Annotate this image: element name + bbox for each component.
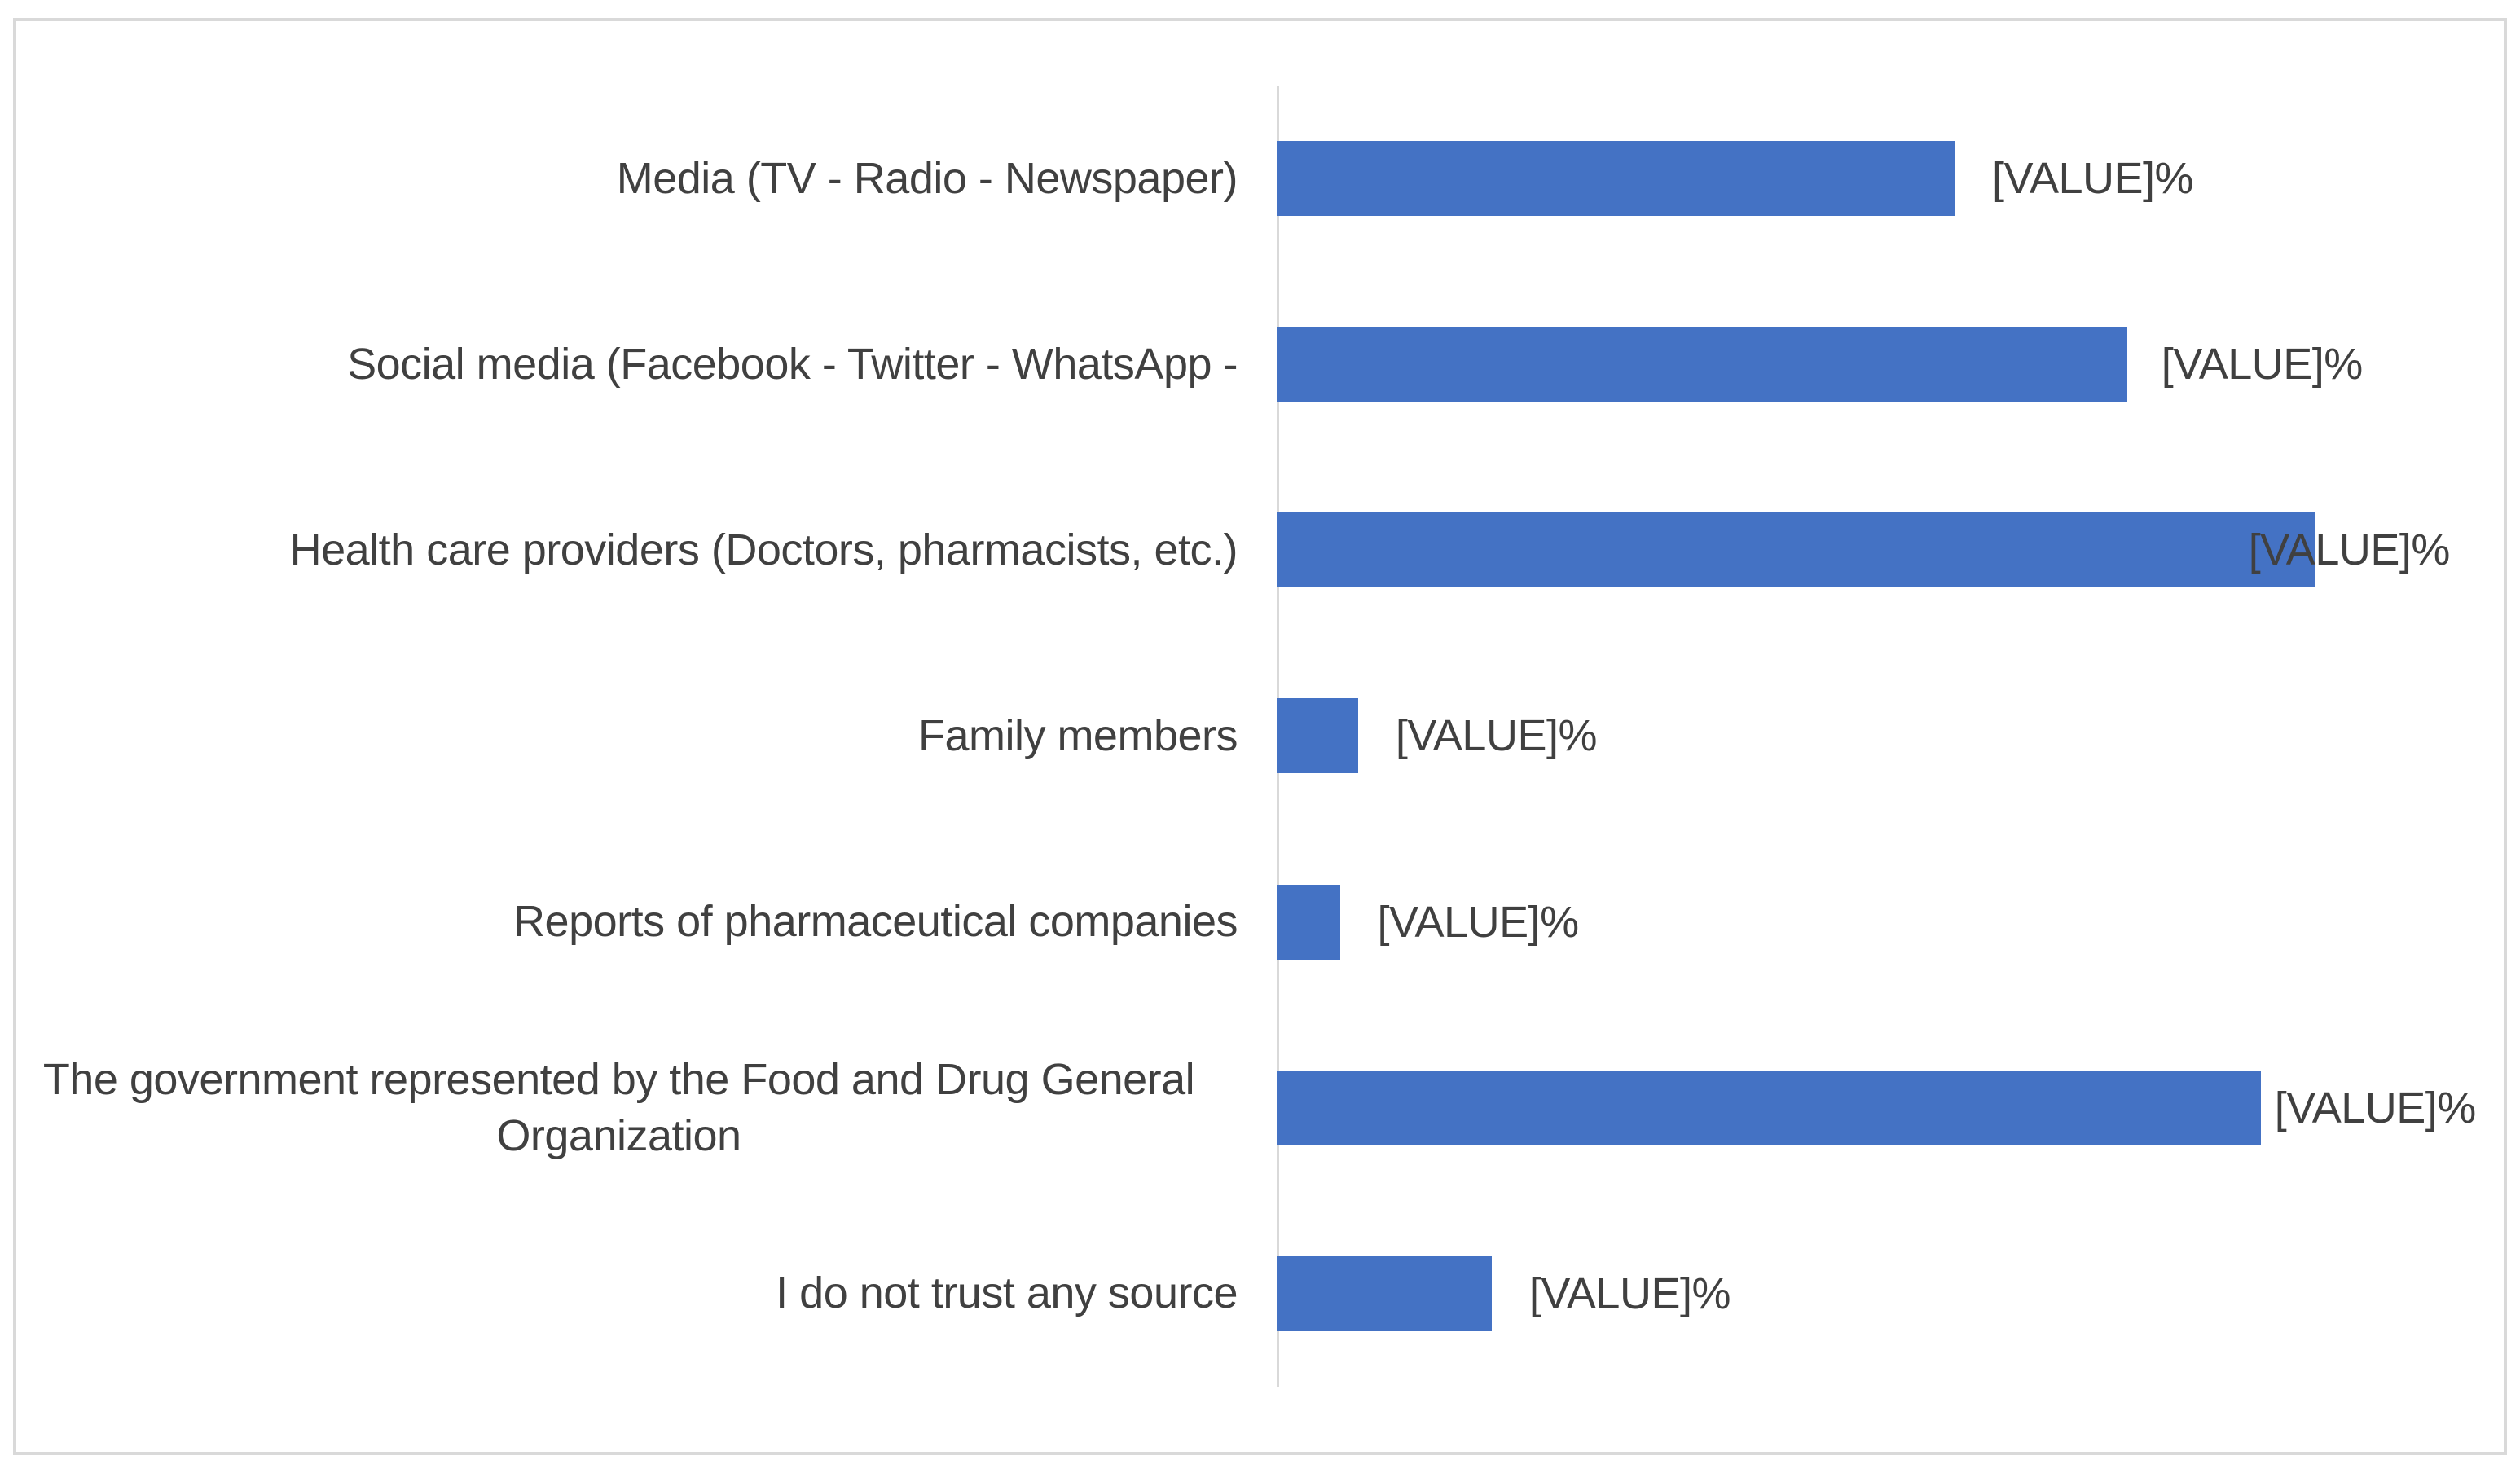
- data-bar[interactable]: [1277, 698, 1358, 774]
- plot-area-row: [VALUE]%: [1277, 1201, 2491, 1387]
- category-label-cell: Reports of pharmaceutical companies: [0, 894, 1277, 950]
- category-label: Health care providers (Doctors, pharmaci…: [289, 525, 1238, 574]
- value-label: [VALUE]%: [2248, 525, 2451, 575]
- plot-area-row: [VALUE]%: [1277, 271, 2491, 457]
- category-label-cell: Social media (Facebook - Twitter - Whats…: [0, 336, 1277, 393]
- plot-area-row: [VALUE]%: [1277, 86, 2491, 271]
- data-bar[interactable]: [1277, 1070, 2261, 1145]
- category-label-cell: Family members: [0, 708, 1277, 764]
- category-label: Media (TV - Radio - Newspaper): [616, 153, 1238, 203]
- category-label-cell: I do not trust any source: [0, 1265, 1277, 1321]
- value-label: [VALUE]%: [1395, 711, 1598, 761]
- category-label: Family members: [917, 710, 1238, 760]
- category-label-cell: Health care providers (Doctors, pharmaci…: [0, 522, 1277, 578]
- data-bar[interactable]: [1277, 141, 1955, 217]
- category-label: The government represented by the Food a…: [42, 1054, 1195, 1160]
- data-bar[interactable]: [1277, 884, 1340, 960]
- value-label: [VALUE]%: [1377, 897, 1580, 947]
- data-bar[interactable]: [1277, 327, 2127, 402]
- data-bar[interactable]: [1277, 1255, 1492, 1331]
- chart-row: The government represented by the Food a…: [0, 1015, 2491, 1201]
- chart-row: Health care providers (Doctors, pharmaci…: [0, 457, 2491, 643]
- chart-row: Reports of pharmaceutical companies [VAL…: [0, 829, 2491, 1015]
- plot-area-row: [VALUE]%: [1277, 829, 2491, 1015]
- category-label-cell: The government represented by the Food a…: [0, 1052, 1277, 1164]
- category-label: I do not trust any source: [776, 1269, 1238, 1318]
- category-label-cell: Media (TV - Radio - Newspaper): [0, 151, 1277, 207]
- category-label: Reports of pharmaceutical companies: [513, 897, 1238, 947]
- bar-chart: Media (TV - Radio - Newspaper) [VALUE]% …: [0, 86, 2491, 1387]
- category-label: Social media (Facebook - Twitter - Whats…: [347, 339, 1238, 389]
- plot-area-row: [VALUE]%: [1277, 1015, 2491, 1201]
- data-bar[interactable]: [1277, 512, 2315, 588]
- plot-area-row: [VALUE]%: [1277, 643, 2491, 829]
- value-label: [VALUE]%: [1528, 1269, 1731, 1318]
- chart-row: Media (TV - Radio - Newspaper) [VALUE]%: [0, 86, 2491, 271]
- chart-row: Family members [VALUE]%: [0, 643, 2491, 829]
- value-label: [VALUE]%: [2161, 340, 2364, 389]
- value-label: [VALUE]%: [2274, 1083, 2477, 1132]
- chart-row: I do not trust any source [VALUE]%: [0, 1201, 2491, 1387]
- plot-area-row: [VALUE]%: [1277, 457, 2491, 643]
- chart-frame-border: [13, 18, 2507, 1455]
- value-label: [VALUE]%: [1991, 154, 2194, 204]
- chart-row: Social media (Facebook - Twitter - Whats…: [0, 271, 2491, 457]
